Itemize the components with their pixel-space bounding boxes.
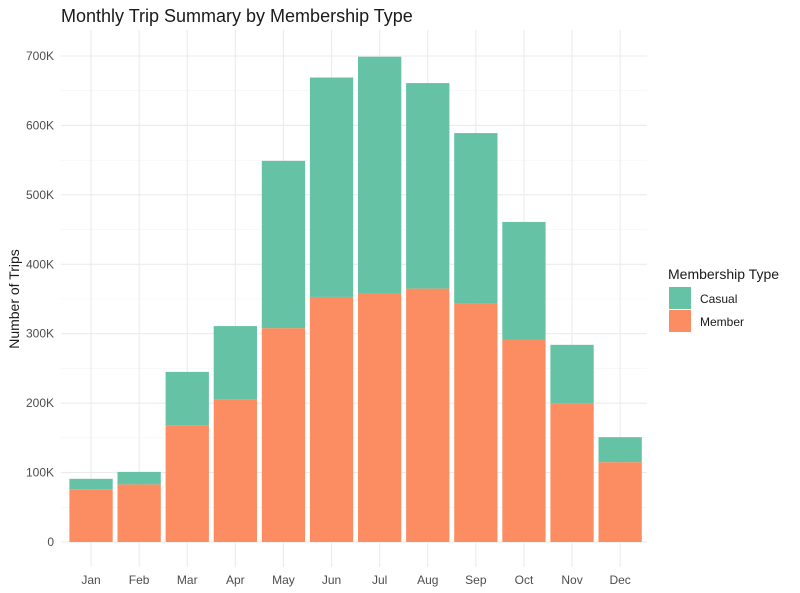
x-tick-label: May	[272, 573, 295, 587]
legend-label-casual: Casual	[700, 292, 737, 306]
y-tick-label: 700K	[26, 49, 54, 63]
legend-swatch-member	[669, 310, 691, 332]
bar-casual-jan	[69, 478, 113, 490]
bar-member-sep	[454, 303, 498, 542]
legend: Membership Type Casual Member	[668, 266, 779, 332]
legend-title: Membership Type	[668, 266, 779, 282]
x-tick-label: Mar	[177, 573, 198, 587]
y-tick-label: 600K	[26, 118, 54, 132]
x-tick-label: Jan	[81, 573, 100, 587]
bar-casual-dec	[598, 437, 642, 463]
x-axis-tick-labels: Jan Feb Mar Apr May Jun Jul Aug Sep Oct Nov Dec	[81, 573, 630, 587]
bar-member-mar	[165, 425, 209, 542]
bar-member-feb	[117, 484, 161, 542]
x-tick-label: Sep	[465, 573, 487, 587]
bar-member-may	[261, 328, 306, 542]
bar-member-dec	[598, 462, 642, 542]
x-tick-label: Jun	[322, 573, 341, 587]
bar-casual-nov	[550, 344, 594, 404]
bar-member-apr	[213, 399, 257, 542]
bar-casual-mar	[165, 371, 209, 426]
y-axis-tick-labels: 0 100K 200K 300K 400K 500K 600K 700K	[26, 49, 54, 549]
bar-casual-jun	[309, 77, 354, 297]
bar-casual-may	[261, 160, 306, 329]
x-tick-label: Dec	[609, 573, 630, 587]
bar-member-jan	[69, 489, 113, 542]
bar-casual-apr	[213, 326, 257, 400]
bar-member-oct	[502, 339, 546, 542]
x-tick-label: Oct	[515, 573, 534, 587]
bar-casual-aug	[406, 83, 450, 289]
legend-swatch-casual	[669, 287, 691, 309]
x-tick-label: Apr	[226, 573, 245, 587]
x-tick-label: Aug	[417, 573, 438, 587]
y-tick-label: 300K	[26, 327, 54, 341]
bar-casual-feb	[117, 471, 161, 485]
bar-member-jun	[309, 296, 354, 542]
bar-casual-sep	[454, 133, 498, 304]
x-tick-label: Jul	[372, 573, 387, 587]
bar-casual-jul	[358, 56, 402, 294]
y-tick-label: 200K	[26, 396, 54, 410]
bar-member-jul	[358, 293, 402, 542]
y-tick-label: 400K	[26, 257, 54, 271]
y-tick-label: 500K	[26, 188, 54, 202]
bar-casual-oct	[502, 221, 546, 340]
x-tick-label: Nov	[561, 573, 582, 587]
y-tick-label: 0	[47, 535, 54, 549]
y-axis-title: Number of Trips	[6, 249, 22, 349]
x-tick-label: Feb	[129, 573, 150, 587]
bars	[69, 56, 642, 542]
bar-member-nov	[550, 403, 594, 542]
chart-title: Monthly Trip Summary by Membership Type	[61, 6, 413, 26]
bar-member-aug	[406, 288, 450, 542]
legend-label-member: Member	[700, 315, 744, 329]
y-tick-label: 100K	[26, 466, 54, 480]
